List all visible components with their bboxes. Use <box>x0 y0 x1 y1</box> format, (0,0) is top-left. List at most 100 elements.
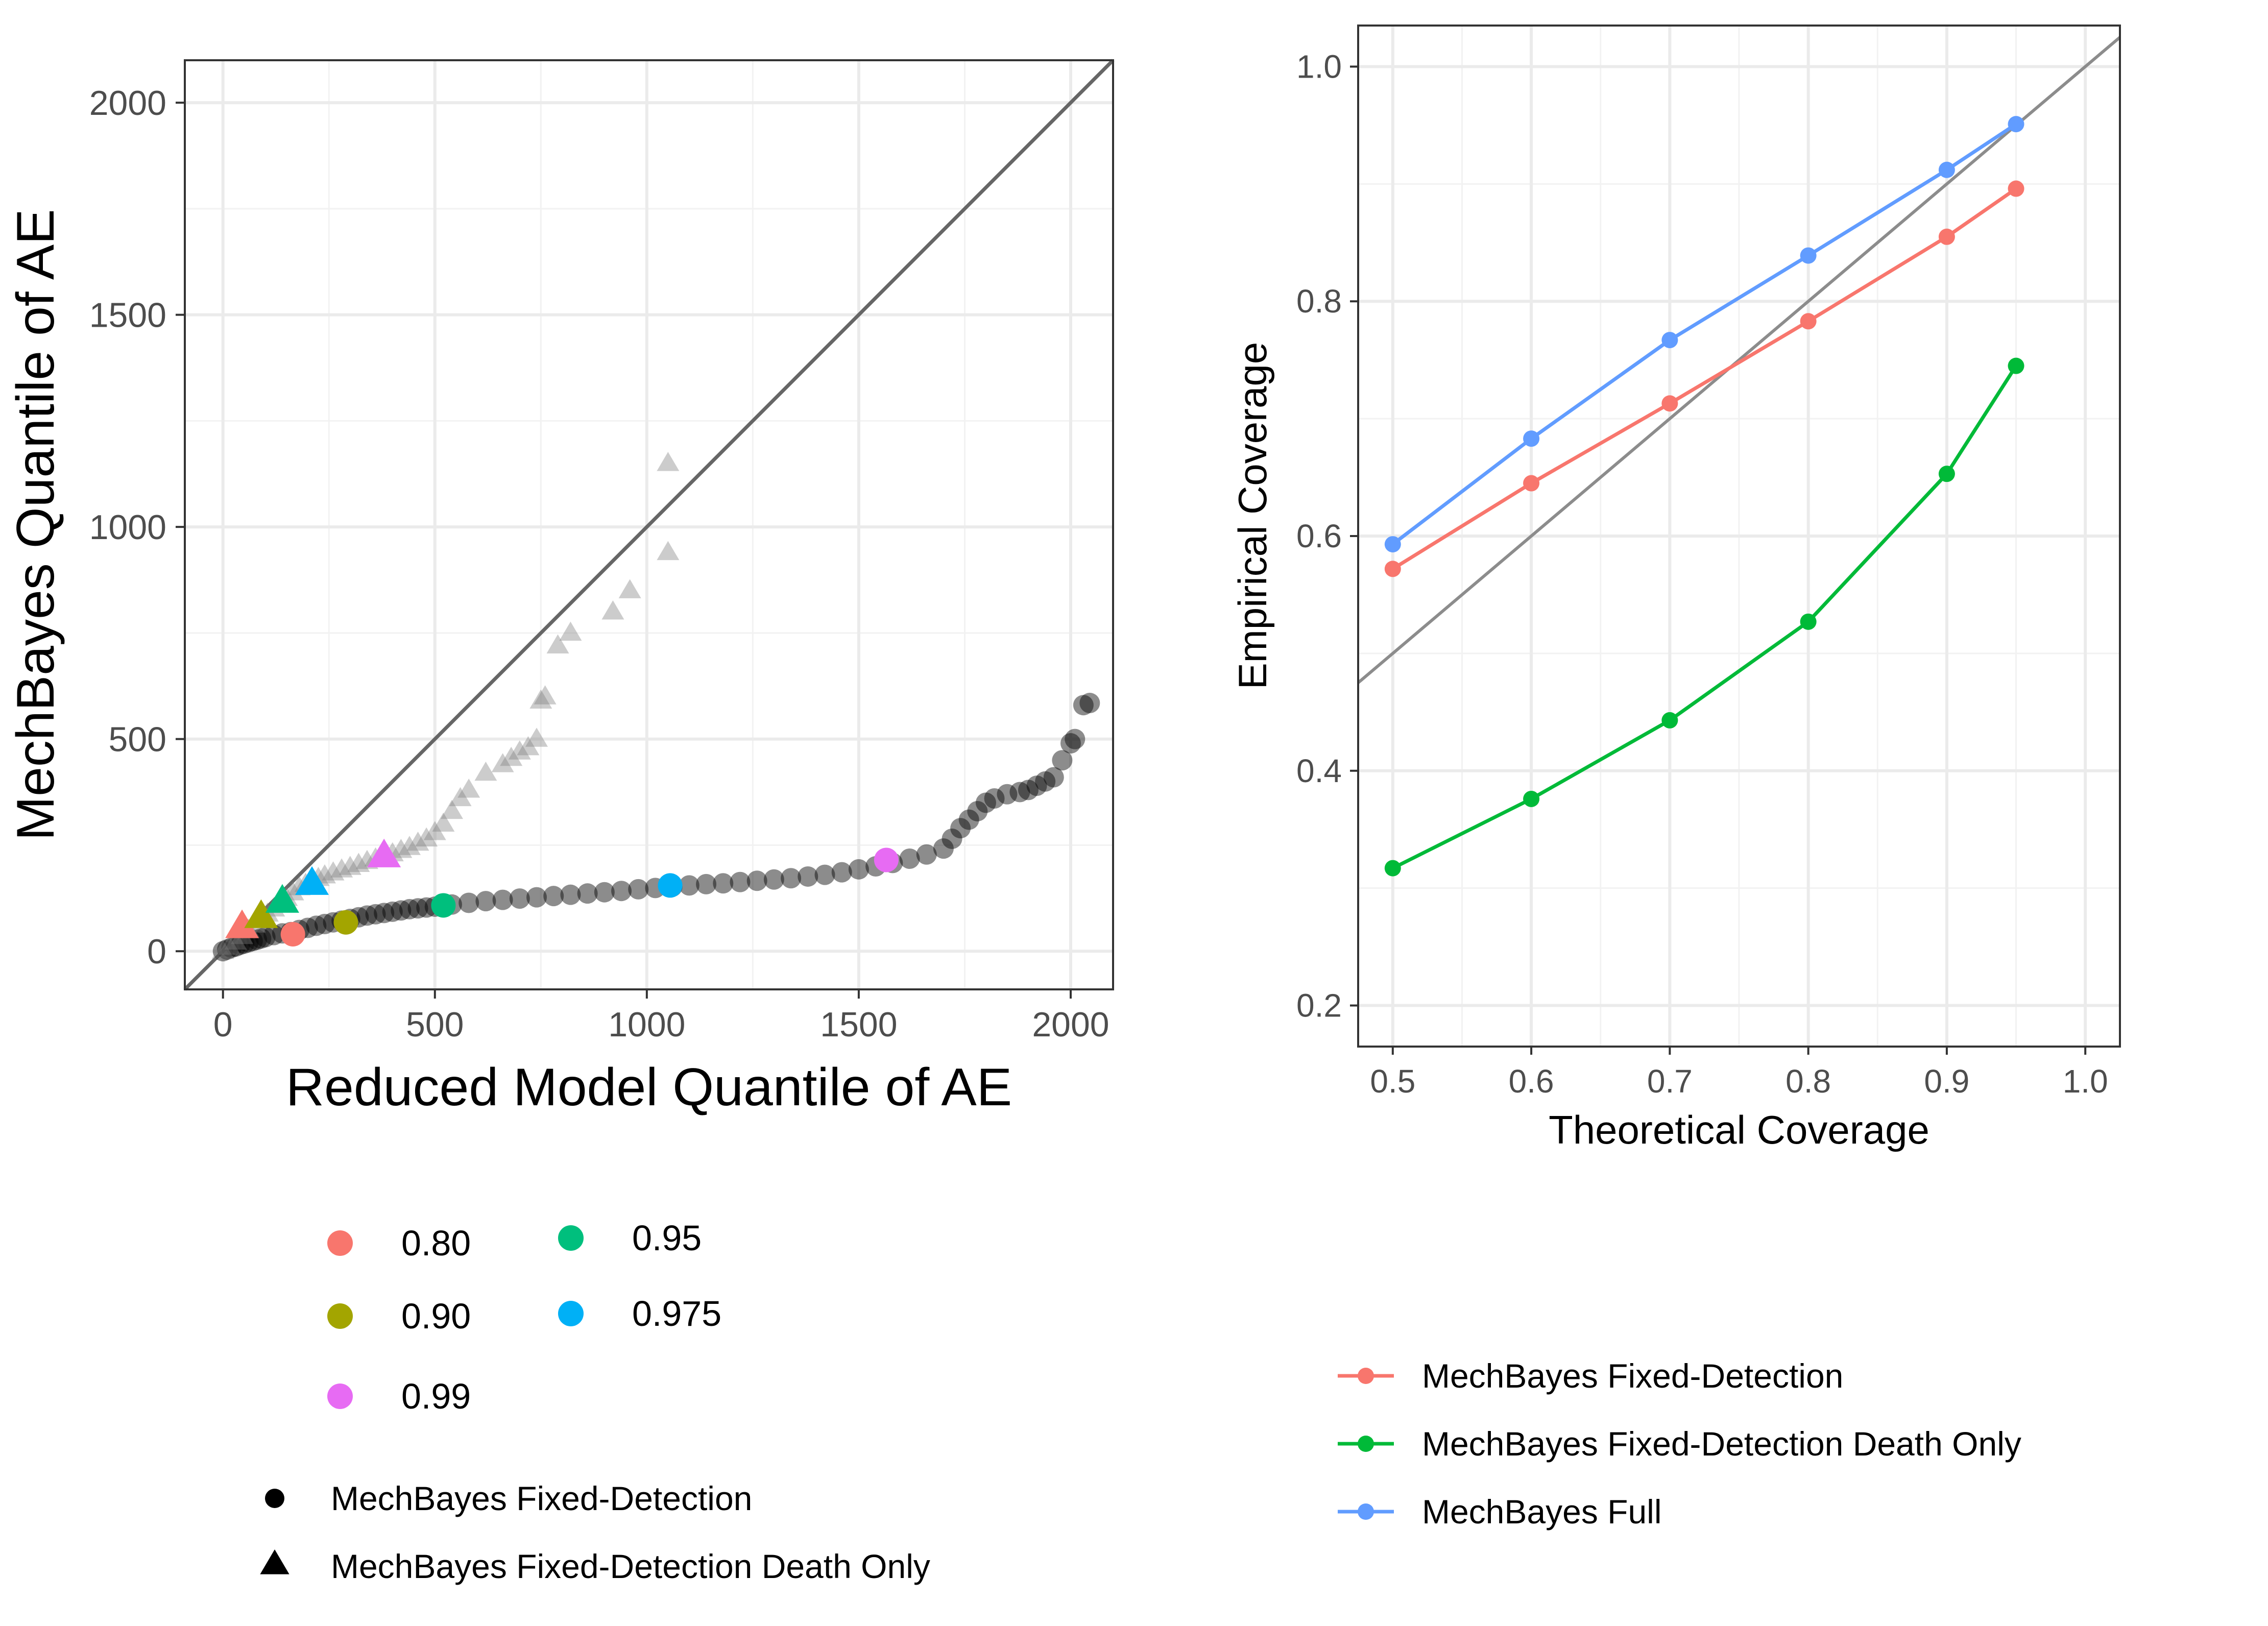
left-circle-point <box>713 873 734 894</box>
left-circle-point <box>798 866 818 887</box>
left-triangle-point <box>491 753 514 772</box>
left-circle-point <box>997 784 1018 805</box>
right-grid <box>1358 26 2120 1047</box>
left-circle-point <box>942 828 962 849</box>
left-quantile-triangle <box>367 838 401 867</box>
left-circle-point <box>1065 729 1085 749</box>
left-circle-point <box>984 788 1005 809</box>
left-circle-point <box>763 869 784 890</box>
right-y-tick-label: 0.6 <box>1296 518 1342 554</box>
left-circle-point <box>356 905 377 926</box>
left-reference-line <box>183 59 1115 991</box>
left-circle-point <box>1052 750 1073 771</box>
left-triangle-point <box>559 621 582 641</box>
left-x-tick-label: 1500 <box>820 1005 897 1044</box>
left-circle-point <box>611 881 632 902</box>
left-circle-point <box>306 915 327 936</box>
quantile-legend-swatch <box>327 1384 353 1409</box>
right-series-point <box>1938 228 1955 245</box>
series-legend-point <box>1358 1436 1374 1452</box>
left-circle-point <box>1043 767 1064 788</box>
left-triangle-point <box>618 579 641 598</box>
right-x-tick-label: 1.0 <box>2063 1063 2108 1100</box>
left-y-tick-label: 1000 <box>89 508 166 547</box>
left-circle-point <box>560 884 581 905</box>
left-y-axis-title: MechBayes Quantile of AE <box>6 209 65 840</box>
left-circle-point <box>899 848 920 869</box>
right-x-tick-label: 0.5 <box>1370 1063 1415 1100</box>
right-y-tick-label: 0.2 <box>1296 987 1342 1024</box>
left-circle-point <box>475 891 496 912</box>
left-circle-point <box>916 844 937 865</box>
right-y-axis-title: Empirical Coverage <box>1230 342 1275 690</box>
left-triangle-point <box>432 812 455 832</box>
shape-legend-label: MechBayes Fixed-Detection Death Only <box>331 1547 930 1585</box>
right-x-tick-label: 0.7 <box>1647 1063 1693 1100</box>
quantile-legend-label: 0.80 <box>401 1223 471 1263</box>
right-series-point <box>1384 561 1401 577</box>
left-triangle-point <box>457 779 480 798</box>
left-triangle-point <box>657 541 680 561</box>
left-circle-point <box>781 868 802 889</box>
left-circle-point <box>933 838 954 859</box>
left-triangle-point <box>218 935 241 955</box>
left-circle-point <box>399 899 420 919</box>
left-circle-point <box>730 871 751 892</box>
left-x-tick-label: 500 <box>406 1005 464 1044</box>
right-series-point <box>1938 161 1955 178</box>
left-quantile-triangle <box>265 884 299 913</box>
left-circle-point <box>1018 780 1039 800</box>
quantile-legend-swatch <box>327 1303 353 1329</box>
right-series-point <box>1384 860 1401 877</box>
series-legend-point <box>1358 1368 1374 1384</box>
left-triangle-point <box>529 689 552 709</box>
shape-legend-triangle <box>260 1549 289 1574</box>
left-circle-point <box>628 879 649 900</box>
left-circle-point <box>958 809 979 830</box>
quantile-legend-label: 0.90 <box>401 1296 471 1336</box>
left-triangle-point <box>440 799 463 819</box>
left-y-tick-label: 0 <box>147 932 166 971</box>
quantile-legend-label: 0.99 <box>401 1376 471 1416</box>
left-circle-point <box>225 936 246 957</box>
left-x-axis-title: Reduced Model Quantile of AE <box>286 1058 1012 1117</box>
left-circle-point <box>382 901 403 922</box>
left-triangle-point <box>347 853 370 872</box>
left-y-tick-label: 500 <box>109 720 166 759</box>
left-triangle-point <box>534 685 557 705</box>
left-circle-point <box>746 870 767 891</box>
left-triangle-point <box>657 452 680 471</box>
left-circle-point <box>459 892 479 913</box>
right-identity-line <box>1357 36 2121 684</box>
left-y-axis-ticks: 0 500 1000 1500 2000 <box>89 84 185 971</box>
left-triangle-point <box>546 634 569 653</box>
left-circle-point <box>696 873 717 894</box>
right-series-point <box>1800 613 1817 630</box>
series-legend: MechBayes Fixed-Detection MechBayes Fixed… <box>1338 1357 2021 1531</box>
left-circle-point <box>950 818 971 839</box>
left-triangle-point <box>211 939 234 959</box>
left-circle-point <box>975 792 996 813</box>
left-circle-point <box>492 889 513 910</box>
left-circle-point <box>509 888 530 909</box>
left-circle-point <box>577 883 598 904</box>
left-quantile-highlights <box>225 838 899 947</box>
right-series-line <box>1391 187 2017 571</box>
left-circle-point <box>1026 775 1047 796</box>
right-series-point <box>2008 116 2024 133</box>
quantile-legend-label: 0.95 <box>632 1218 702 1258</box>
right-y-tick-label: 0.8 <box>1296 283 1342 320</box>
left-circle-point <box>263 925 284 945</box>
left-triangle-point <box>322 861 345 881</box>
left-circle-point <box>831 862 852 883</box>
left-scatter-chart: 0 500 1000 1500 2000 0 500 1000 1500 2000 Reduce… <box>6 59 1115 1585</box>
left-circle-point <box>1079 693 1100 714</box>
left-quantile-triangle <box>295 866 329 895</box>
left-circle-point <box>229 934 250 955</box>
series-legend-point <box>1358 1503 1374 1520</box>
right-series-line <box>1392 365 2018 870</box>
quantile-legend-label: 0.975 <box>632 1294 721 1333</box>
left-triangle-point <box>398 836 421 855</box>
right-series-point <box>1523 790 1540 807</box>
right-x-tick-label: 0.9 <box>1924 1063 1969 1100</box>
